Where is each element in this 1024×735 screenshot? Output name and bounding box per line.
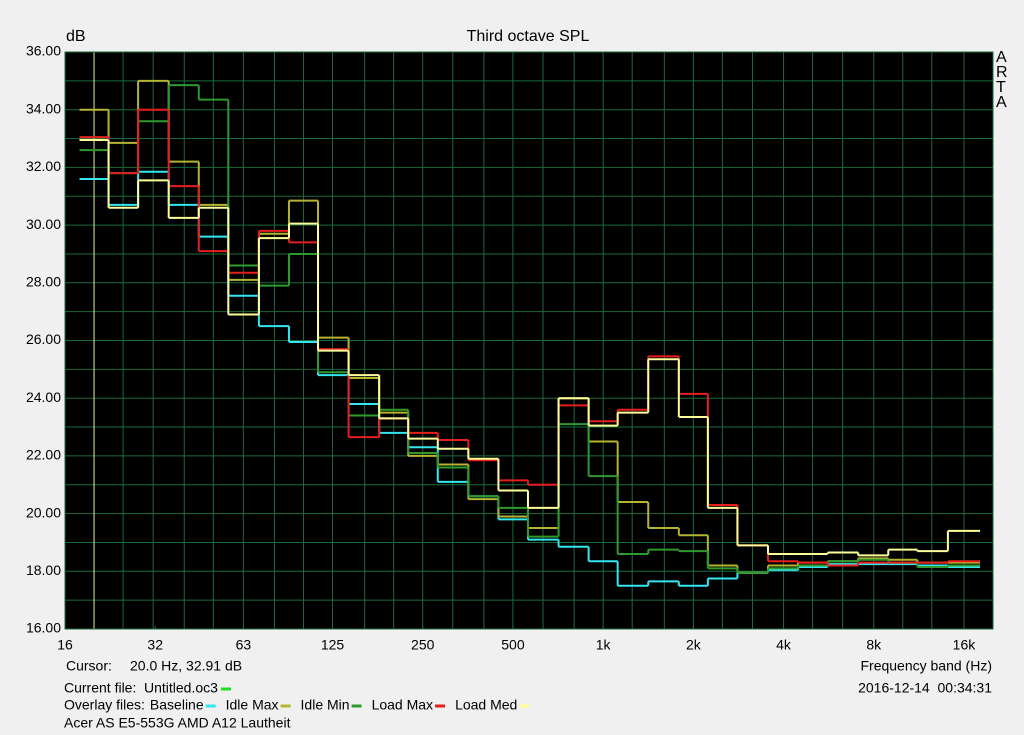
current-file-label: Current file: [64, 680, 136, 696]
x-tick-label: 2k [686, 637, 702, 653]
legend: Baseline Idle Max Idle Min Load Max Load Med [150, 687, 530, 713]
y-tick-label: 36.00 [26, 43, 61, 59]
cursor-label: Cursor: [66, 658, 112, 674]
x-tick-label: 4k [776, 637, 792, 653]
side-label: ARTA [996, 49, 1008, 111]
legend-label: Idle Max [226, 697, 279, 713]
data-marks [79, 52, 981, 629]
legend-label: Idle Min [301, 697, 350, 713]
overlay-label: Overlay files: [64, 697, 145, 713]
y-tick-label: 18.00 [26, 562, 61, 578]
x-tick-label: 1k [596, 637, 612, 653]
x-tick-label: 16 [57, 637, 73, 653]
y-axis-label: dB [66, 28, 86, 45]
y-tick-label: 20.00 [26, 504, 61, 520]
x-tick-label: 16k [953, 637, 977, 653]
y-tick-label: 24.00 [26, 389, 61, 405]
y-tick-label: 26.00 [26, 331, 61, 347]
x-tick-label: 125 [321, 637, 345, 653]
legend-label: Load Max [372, 697, 433, 713]
current-file: Untitled.oc3 [144, 680, 218, 696]
x-tick-label: 63 [236, 637, 252, 653]
x-tick-label: 500 [501, 637, 525, 653]
description: Acer AS E5-553G AMD A12 Lautheit [64, 715, 291, 731]
x-tick-label: 8k [866, 637, 882, 653]
legend-label: Baseline [150, 697, 204, 713]
grid [64, 51, 993, 630]
cursor-readout: 20.0 Hz, 32.91 dB [130, 658, 242, 674]
series [79, 138, 981, 557]
y-tick-label: 30.00 [26, 216, 61, 232]
y-tick-label: 32.00 [26, 158, 61, 174]
y-tick-label: 16.00 [26, 620, 61, 636]
y-tick-label: 28.00 [26, 274, 61, 290]
x-tick-label: 250 [411, 637, 435, 653]
y-tick-label: 22.00 [26, 447, 61, 463]
plot-frame [64, 51, 994, 630]
chart-title: Third octave SPL [467, 28, 590, 45]
legend-label: Load Med [455, 697, 517, 713]
y-tick-label: 34.00 [26, 100, 61, 116]
x-axis-label: Frequency band (Hz) [860, 658, 992, 674]
timestamp: 2016-12-14 00:34:31 [858, 680, 992, 696]
x-tick-label: 32 [147, 637, 163, 653]
